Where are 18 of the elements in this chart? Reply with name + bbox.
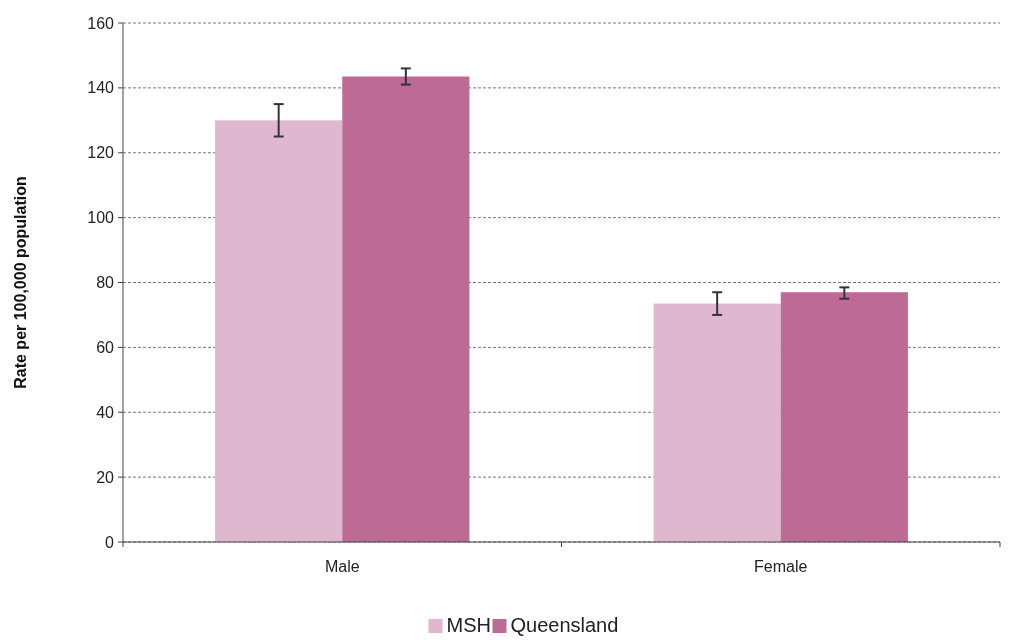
bar [653, 303, 781, 542]
x-tick-label: Male [324, 558, 360, 575]
legend-label: MSH [446, 614, 491, 636]
y-tick-label: 120 [87, 144, 115, 162]
y-tick-label: 80 [96, 274, 115, 292]
y-axis-title: Rate per 100,000 population [12, 176, 29, 389]
y-tick-label: 60 [96, 338, 115, 356]
x-tick-label: Female [754, 558, 808, 575]
y-tick-label: 160 [87, 14, 115, 32]
y-tick-label: 0 [105, 533, 115, 551]
y-tick-label: 100 [87, 209, 115, 227]
bar [215, 120, 343, 542]
bar [780, 292, 908, 542]
bar [342, 76, 470, 542]
y-tick-label: 20 [96, 468, 115, 486]
y-tick-label: 140 [87, 79, 115, 97]
legend-label: Queensland [510, 614, 619, 636]
y-tick-label: 40 [96, 403, 115, 421]
